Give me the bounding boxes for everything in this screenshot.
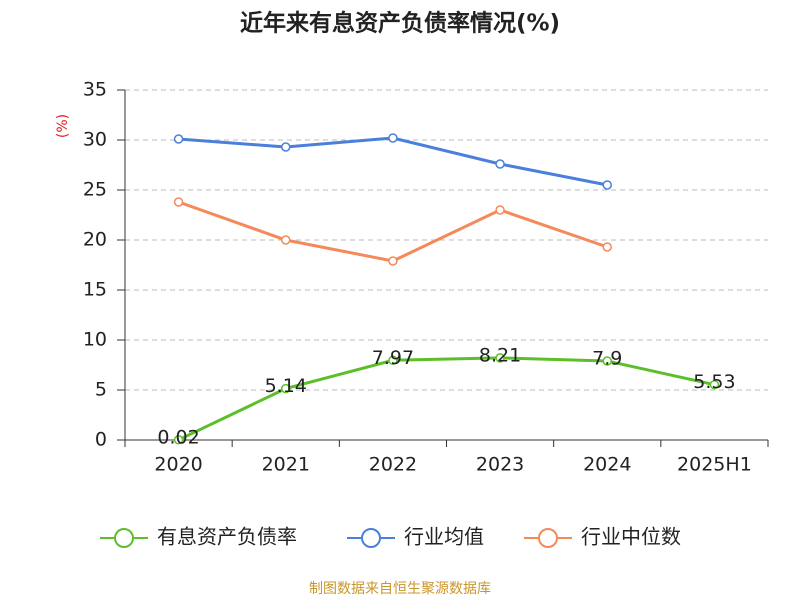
data-point xyxy=(602,356,612,366)
data-point xyxy=(495,205,505,215)
x-tick-label: 2025H1 xyxy=(677,454,752,476)
y-tick-label: 0 xyxy=(95,429,107,451)
data-point xyxy=(281,142,291,152)
legend-label: 有息资产负债率 xyxy=(157,525,297,549)
data-point xyxy=(388,355,398,366)
data-point xyxy=(495,159,505,169)
x-tick-label: 2022 xyxy=(369,454,417,476)
data-point xyxy=(173,435,184,445)
y-tick-label: 35 xyxy=(83,79,107,101)
data-point xyxy=(495,353,505,363)
source-note: 制图数据来自恒生聚源数据库 xyxy=(309,581,491,597)
series-line xyxy=(177,356,715,442)
data-point xyxy=(173,134,184,144)
x-tick-label: 2020 xyxy=(154,454,202,476)
legend-label: 行业中位数 xyxy=(581,525,681,549)
y-tick-label: 30 xyxy=(83,129,107,151)
legend-label: 行业均值 xyxy=(404,525,484,549)
data-label: 8.21 xyxy=(479,344,521,366)
data-point xyxy=(602,180,612,190)
data-label: 0.02 xyxy=(157,426,199,448)
y-tick-label: 20 xyxy=(83,229,107,251)
legend-marker xyxy=(538,528,558,548)
y-tick-label: 25 xyxy=(83,179,107,201)
y-tick-label: 10 xyxy=(83,329,107,351)
data-point xyxy=(173,197,184,207)
y-tick-label: 5 xyxy=(95,379,107,401)
data-label: 7.9 xyxy=(592,348,622,370)
legend-marker xyxy=(361,528,381,548)
data-label: 5.14 xyxy=(265,375,307,397)
series-line xyxy=(178,200,608,263)
chart-title: 近年来有息资产负债率情况(%) xyxy=(240,10,560,37)
data-point xyxy=(709,379,720,390)
y-tick-label: 15 xyxy=(83,279,107,301)
data-point xyxy=(602,242,612,252)
data-point xyxy=(281,235,291,245)
data-point xyxy=(281,383,291,394)
data-label: 5.53 xyxy=(693,371,735,393)
x-tick-label: 2021 xyxy=(262,454,310,476)
data-point xyxy=(388,133,398,143)
data-point xyxy=(388,256,398,266)
x-tick-label: 2024 xyxy=(583,454,631,476)
y-axis-label: (%) xyxy=(55,114,71,138)
series-line xyxy=(178,136,608,187)
x-tick-label: 2023 xyxy=(476,454,524,476)
data-label: 7.97 xyxy=(372,347,414,369)
legend-marker xyxy=(114,528,134,548)
